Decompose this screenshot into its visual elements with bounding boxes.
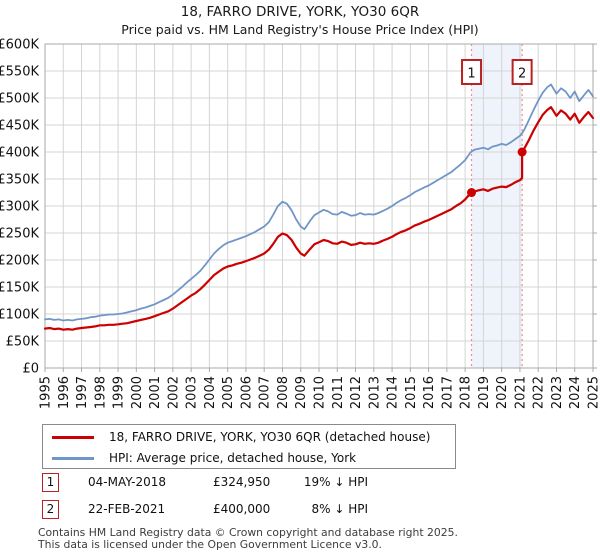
sale-2-vs-hpi: 8% ↓ HPI	[311, 502, 368, 516]
x-axis-label: 2006	[239, 376, 254, 409]
x-axis-label: 1998	[93, 376, 108, 409]
x-axis-label: 1997	[75, 376, 90, 409]
x-axis-label: 2024	[568, 376, 583, 409]
page-title: 18, FARRO DRIVE, YORK, YO30 6QR	[180, 4, 420, 20]
x-axis-label: 2016	[422, 376, 437, 409]
sale-number-box	[461, 59, 483, 85]
x-axis-label: 2018	[459, 376, 474, 409]
footer-line-2: This data is licensed under the Open Gov…	[38, 537, 382, 551]
x-axis-label: 2020	[495, 376, 510, 409]
hpi-line-swatch	[52, 456, 94, 460]
sale-1-vs-hpi: 19% ↓ HPI	[303, 475, 368, 489]
x-axis-label: 2019	[477, 376, 492, 409]
y-axis-label: £600K	[0, 38, 39, 53]
hpi-line	[44, 83, 594, 322]
x-axis-label: 2004	[203, 376, 218, 409]
x-axis-label: 1996	[57, 376, 72, 409]
page-subtitle: Price paid vs. HM Land Registry's House …	[121, 22, 479, 37]
sale-1-price: £324,950	[213, 475, 271, 489]
x-axis-label: 2003	[185, 376, 200, 409]
x-axis-label: 2012	[349, 376, 364, 409]
x-axis-label: 2009	[294, 376, 309, 409]
sale-row-1: 1 04-MAY-2018 £324,950 19% ↓ HPI	[0, 473, 600, 493]
y-axis-label: £50K	[6, 335, 40, 350]
sale-row-2: 2 22-FEB-2021 £400,000 8% ↓ HPI	[0, 500, 600, 520]
x-axis-label: 2005	[221, 376, 236, 409]
legend-item-hpi: HPI: Average price, detached house, York	[43, 447, 455, 469]
property-line-swatch	[52, 435, 94, 439]
sale-1-date: 04-MAY-2018	[88, 475, 167, 489]
y-axis-label: £0	[22, 362, 39, 377]
y-axis-label: £550K	[0, 65, 39, 80]
y-axis-label: £250K	[0, 227, 39, 242]
sale-1-marker-badge: 1	[42, 473, 59, 492]
footer-line-1: Contains HM Land Registry data © Crown c…	[38, 526, 458, 539]
legend-label: 18, FARRO DRIVE, YORK, YO30 6QR (detache…	[109, 430, 431, 444]
x-axis-label: 1999	[112, 376, 127, 409]
chart-legend: 18, FARRO DRIVE, YORK, YO30 6QR (detache…	[42, 424, 456, 469]
x-axis-label: 2022	[532, 376, 547, 409]
sale-2-date: 22-FEB-2021	[88, 502, 166, 516]
y-axis-label: £500K	[0, 92, 39, 107]
x-axis-label: 2021	[513, 376, 528, 409]
sale-number-label: 1	[467, 67, 475, 82]
legend-label: HPI: Average price, detached house, York	[109, 451, 357, 465]
x-axis-label: 2007	[258, 376, 273, 409]
x-axis-label: 2001	[148, 376, 163, 409]
y-axis-label: £400K	[0, 146, 39, 161]
x-axis-label: 2000	[130, 376, 145, 409]
x-axis-label: 2010	[313, 376, 328, 409]
y-axis-label: £150K	[0, 281, 39, 296]
property-price-line	[43, 106, 595, 331]
x-axis-label: 2015	[404, 376, 419, 409]
sale-point-marker	[517, 147, 527, 157]
y-axis-label: £450K	[0, 119, 39, 134]
price-chart: 1 2 £0 £50K £100K £150K £200K £250K £300K £350K £4…	[0, 38, 600, 410]
x-axis-label: 2017	[440, 376, 455, 409]
legend-item-property: 18, FARRO DRIVE, YORK, YO30 6QR (detache…	[43, 426, 455, 448]
license-footer: Contains HM Land Registry data © Crown c…	[38, 527, 598, 550]
x-axis-label: 2011	[331, 376, 346, 409]
x-axis-label: 2014	[386, 376, 401, 409]
sale-number-box	[511, 59, 533, 85]
x-axis-label: 2008	[276, 376, 291, 409]
sale-2-price: £400,000	[213, 502, 271, 516]
y-axis-label: £300K	[0, 200, 39, 215]
sale-number-label: 2	[518, 67, 526, 82]
sale-2-marker-badge: 2	[42, 500, 59, 519]
x-axis-label: 1995	[39, 376, 54, 409]
y-axis-label: £100K	[0, 308, 39, 323]
y-axis-label: £350K	[0, 173, 39, 188]
x-axis-label: 2013	[367, 376, 382, 409]
x-axis-label: 2023	[550, 376, 565, 409]
sale-point-marker	[467, 188, 477, 198]
x-axis-label: 2002	[166, 376, 181, 409]
x-axis-label: 2025	[587, 376, 600, 409]
y-axis-label: £200K	[0, 254, 39, 269]
